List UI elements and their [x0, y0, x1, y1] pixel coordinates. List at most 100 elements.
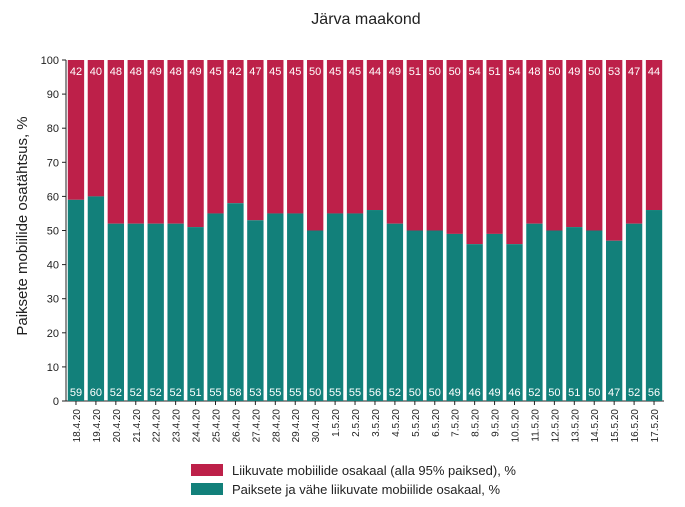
data-label-stationary: 55	[289, 387, 301, 399]
legend: Liikuvate mobiilide osakaal (alla 95% pa…	[191, 463, 516, 497]
x-tick-label: 17.5.20	[650, 409, 661, 443]
x-tick-label: 25.4.20	[212, 409, 223, 443]
bar-moving-11	[267, 60, 284, 214]
x-tick-label: 13.5.20	[570, 409, 581, 443]
x-tick-label: 7.5.20	[451, 409, 462, 437]
bar-stationary-21	[466, 244, 483, 401]
data-label-stationary: 50	[309, 387, 321, 399]
x-tick-label: 14.5.20	[590, 409, 601, 443]
y-tick-label: 100	[41, 55, 59, 67]
data-label-moving: 45	[269, 66, 281, 78]
x-tick-label: 22.4.20	[152, 409, 163, 443]
data-label-stationary: 52	[628, 387, 640, 399]
legend-label: Paiksete ja vähe liikuvate mobiilide osa…	[232, 482, 501, 497]
x-tick-label: 12.5.20	[550, 409, 561, 443]
x-tick-label: 4.5.20	[391, 409, 402, 437]
bar-moving-8	[207, 60, 224, 214]
data-label-stationary: 52	[528, 387, 540, 399]
data-label-moving: 48	[528, 66, 540, 78]
bar-stationary-28	[605, 240, 623, 401]
bar-moving-22	[486, 60, 503, 234]
data-label-stationary: 49	[449, 387, 461, 399]
data-label-stationary: 56	[369, 387, 381, 399]
bar-stationary-30	[645, 210, 663, 401]
x-tick-label: 6.5.20	[431, 409, 442, 437]
x-tick-label: 21.4.20	[132, 409, 143, 443]
data-label-stationary: 52	[170, 387, 182, 399]
y-tick-label: 20	[47, 328, 59, 340]
bar-moving-27	[586, 60, 603, 231]
x-tick-label: 26.4.20	[231, 409, 242, 443]
data-label-stationary: 55	[209, 387, 221, 399]
bar-stationary-24	[526, 223, 543, 401]
data-label-stationary: 52	[130, 387, 142, 399]
data-label-stationary: 60	[90, 387, 102, 399]
bar-moving-21	[466, 60, 483, 245]
data-label-moving: 42	[70, 66, 82, 78]
bar-stationary-2	[87, 196, 105, 401]
bar-stationary-18	[406, 230, 424, 401]
x-tick-label: 28.4.20	[271, 409, 282, 443]
bar-stationary-3	[107, 223, 125, 401]
bar-stationary-16	[366, 210, 384, 401]
x-tick-label: 24.4.20	[192, 409, 203, 443]
data-label-moving: 53	[608, 66, 620, 78]
data-label-stationary: 52	[110, 387, 122, 399]
bar-moving-12	[287, 60, 304, 214]
data-label-moving: 47	[249, 66, 261, 78]
data-label-moving: 54	[508, 66, 520, 78]
plot-area: 0 10 20 30 40 50 60 70 80 90 100 42 59 18.4.20 40 60 19.…	[41, 55, 664, 442]
y-axis-label: Paiksete mobiilide osatähtsus, %	[14, 116, 31, 335]
bar-moving-16	[366, 60, 384, 211]
data-label-moving: 48	[170, 66, 182, 78]
data-label-stationary: 58	[229, 387, 241, 399]
bar-stationary-7	[187, 227, 204, 401]
bar-stationary-4	[127, 223, 144, 401]
bar-moving-7	[187, 60, 204, 228]
y-tick-label: 60	[47, 191, 59, 203]
data-label-moving: 49	[150, 66, 162, 78]
bar-moving-20	[446, 60, 463, 234]
data-label-moving: 44	[369, 66, 381, 78]
bar-stationary-23	[506, 244, 523, 401]
data-label-moving: 45	[209, 66, 221, 78]
x-tick-label: 27.4.20	[251, 409, 262, 443]
data-label-moving: 50	[309, 66, 321, 78]
x-tick-label: 8.5.20	[471, 409, 482, 437]
bar-moving-4	[127, 60, 144, 224]
x-tick-label: 19.4.20	[92, 409, 103, 443]
x-tick-label: 18.4.20	[72, 409, 83, 443]
bar-stationary-15	[346, 213, 364, 401]
bar-stationary-19	[426, 230, 443, 401]
y-tick-label: 70	[47, 157, 59, 169]
data-label-stationary: 51	[189, 387, 201, 399]
data-label-moving: 49	[568, 66, 580, 78]
legend-label: Liikuvate mobiilide osakaal (alla 95% pa…	[232, 463, 516, 478]
x-tick-label: 29.4.20	[291, 409, 302, 443]
bar-moving-24	[526, 60, 543, 224]
y-tick-label: 50	[47, 226, 59, 238]
data-label-stationary: 59	[70, 387, 82, 399]
data-label-moving: 49	[189, 66, 201, 78]
bar-moving-6	[167, 60, 184, 224]
data-label-stationary: 50	[548, 387, 560, 399]
data-label-moving: 50	[548, 66, 560, 78]
bar-stationary-14	[326, 213, 344, 401]
data-label-stationary: 49	[488, 387, 500, 399]
bar-moving-2	[87, 60, 105, 197]
data-label-moving: 40	[90, 66, 102, 78]
y-tick-label: 90	[47, 89, 59, 101]
data-label-stationary: 50	[429, 387, 441, 399]
bar-moving-15	[346, 60, 364, 214]
bar-moving-23	[506, 60, 523, 245]
bar-stationary-25	[546, 230, 563, 401]
x-tick-label: 2.5.20	[351, 409, 362, 437]
bar-stationary-29	[625, 223, 643, 401]
bar-moving-10	[247, 60, 264, 221]
x-tick-label: 3.5.20	[371, 409, 382, 437]
data-label-stationary: 47	[608, 387, 620, 399]
data-label-moving: 51	[488, 66, 500, 78]
bar-stationary-10	[247, 220, 264, 401]
y-tick-label: 30	[47, 294, 59, 306]
